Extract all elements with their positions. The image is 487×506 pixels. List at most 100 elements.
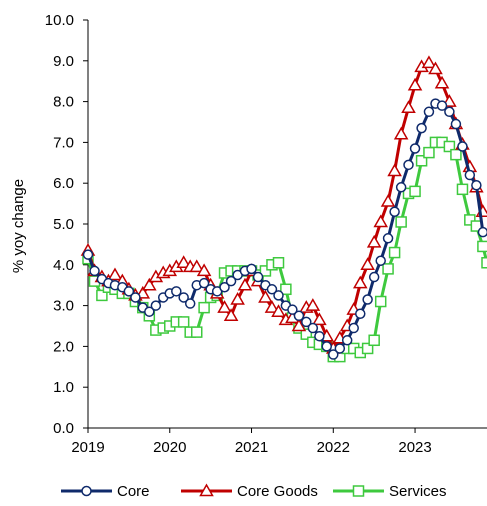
y-tick-label: 3.0 xyxy=(53,298,74,315)
x-tick-label: 2019 xyxy=(71,439,104,456)
legend-marker-core xyxy=(81,485,92,497)
y-tick-label: 2.0 xyxy=(53,338,74,355)
core-point xyxy=(301,316,312,328)
core-goods-point xyxy=(312,312,327,326)
x-tick-label: 2023 xyxy=(398,439,431,456)
services-point xyxy=(368,334,380,347)
core-goods-point xyxy=(271,304,286,317)
services-point xyxy=(409,185,421,198)
core-point xyxy=(225,275,237,287)
core-goods-point xyxy=(189,259,205,273)
legend-label-services: Services xyxy=(389,483,447,500)
services-point xyxy=(96,289,108,302)
core-point xyxy=(307,322,319,334)
core-point xyxy=(389,206,400,218)
core-point xyxy=(375,255,386,266)
core-point xyxy=(362,294,373,305)
services-point xyxy=(415,155,428,167)
core-point xyxy=(89,265,100,277)
core-point xyxy=(334,343,346,354)
y-tick-label: 10.0 xyxy=(45,12,74,29)
core-point xyxy=(328,349,339,360)
core-point xyxy=(464,169,476,181)
core-point xyxy=(130,292,141,303)
core-goods-point xyxy=(428,61,443,75)
legend-item-core-goods: Core Goods xyxy=(181,483,318,500)
core-point xyxy=(82,249,94,260)
core-point xyxy=(184,298,196,309)
series-layer xyxy=(80,55,487,363)
core-point xyxy=(246,263,257,275)
core-goods-point xyxy=(258,289,273,303)
core-goods-point xyxy=(176,255,191,269)
y-tick-label: 9.0 xyxy=(53,53,74,70)
series-core-goods xyxy=(80,55,487,354)
legend-label-core: Core xyxy=(117,483,150,500)
core-goods-point xyxy=(380,194,396,207)
x-tick-label: 2020 xyxy=(153,439,186,456)
core-point xyxy=(341,335,353,346)
services-point xyxy=(300,328,313,340)
core-goods-point xyxy=(217,300,232,313)
core-goods-point xyxy=(366,234,382,248)
y-tick-label: 4.0 xyxy=(53,257,74,274)
core-point xyxy=(355,308,366,320)
core-goods-point xyxy=(393,126,409,140)
legend-marker-core-goods xyxy=(199,483,214,497)
core-point xyxy=(423,106,435,118)
core-goods-point xyxy=(407,77,423,91)
services-point xyxy=(198,301,210,314)
core-point xyxy=(266,284,278,295)
core-point xyxy=(382,233,394,244)
core-point xyxy=(198,277,210,289)
core-point xyxy=(416,122,427,134)
core-point xyxy=(395,182,407,193)
services-point xyxy=(272,257,285,269)
core-goods-point xyxy=(387,163,402,177)
x-tick-label: 2021 xyxy=(235,439,268,456)
services-point xyxy=(280,283,292,296)
services-point xyxy=(361,342,374,355)
y-tick-label: 7.0 xyxy=(53,134,74,151)
services-point xyxy=(177,316,190,328)
y-tick-label: 0.0 xyxy=(53,420,74,437)
core-point xyxy=(273,290,284,301)
core-point xyxy=(123,286,135,297)
core-goods-point xyxy=(196,263,212,277)
core-goods-point xyxy=(434,75,450,89)
axes-layer: 0.0 1.0 2.0 3.0 4.0 5.0 6.0 7.0 8.0 9.0 10.0 2019 20… xyxy=(45,12,487,456)
services-point xyxy=(464,214,476,226)
y-tick-label: 8.0 xyxy=(53,94,74,111)
core-goods-point xyxy=(360,257,375,271)
core-goods-point xyxy=(305,298,321,311)
core-goods-point xyxy=(237,277,253,291)
core-point xyxy=(144,306,155,317)
services-point xyxy=(456,183,469,196)
core-point xyxy=(450,118,462,130)
legend: Core Core Goods Services xyxy=(61,483,447,500)
core-point xyxy=(368,271,380,283)
core-goods-point xyxy=(421,55,437,69)
core-point xyxy=(171,286,182,297)
services-point xyxy=(374,295,387,308)
core-point xyxy=(444,106,455,118)
legend-item-core: Core xyxy=(61,483,150,500)
x-tick-label: 2022 xyxy=(317,439,350,456)
core-goods-point xyxy=(401,100,416,113)
core-point xyxy=(471,179,482,191)
legend-marker-services xyxy=(352,485,365,497)
services-point xyxy=(382,263,394,275)
core-point xyxy=(287,304,298,315)
services-point xyxy=(388,246,401,259)
core-point xyxy=(348,322,359,334)
legend-label-core-goods: Core Goods xyxy=(237,483,318,500)
core-point xyxy=(293,310,305,322)
core-point xyxy=(457,141,468,152)
legend-item-services: Services xyxy=(333,483,447,500)
services-point xyxy=(259,265,272,277)
core-goods-point xyxy=(223,308,239,322)
core-goods-point xyxy=(291,318,307,332)
core-goods-point xyxy=(230,291,245,305)
core-goods-point xyxy=(107,267,123,281)
